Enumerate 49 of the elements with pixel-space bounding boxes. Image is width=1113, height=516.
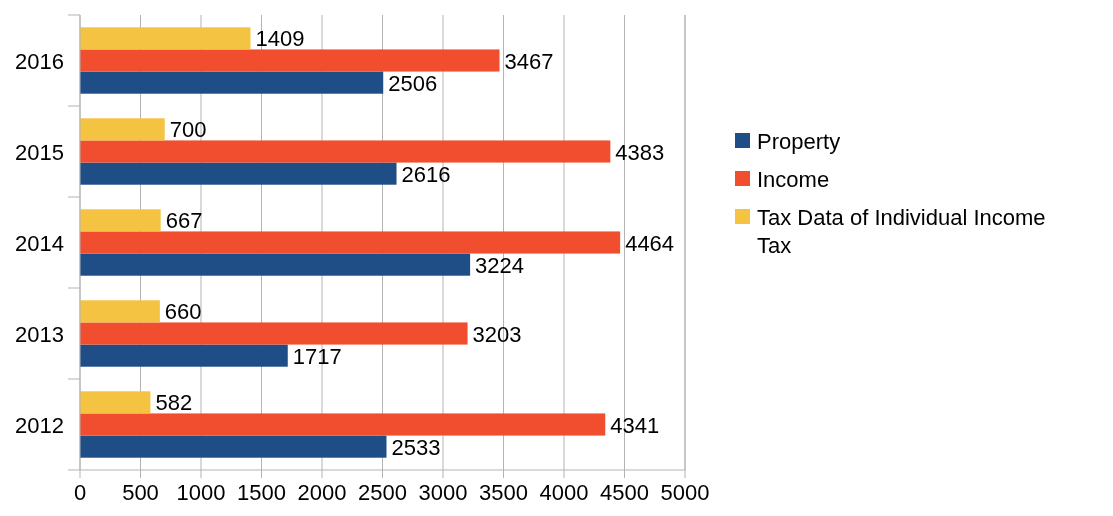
data-label: 3467 <box>504 48 554 74</box>
bar <box>80 140 611 163</box>
x-tick-label: 2000 <box>297 480 347 505</box>
data-label: 2616 <box>401 161 451 187</box>
x-tick-label: 1000 <box>176 480 226 505</box>
x-tick-label: 3000 <box>418 480 468 505</box>
bar <box>80 209 161 232</box>
legend-label: Property <box>757 129 841 154</box>
data-label: 700 <box>169 117 207 143</box>
bar <box>80 49 500 72</box>
bar <box>80 435 387 458</box>
data-label: 3224 <box>475 252 525 278</box>
bar <box>80 300 160 323</box>
data-label: 2533 <box>391 434 441 460</box>
x-tick-label: 4500 <box>600 480 649 505</box>
bar <box>80 344 288 367</box>
x-tick-label: 3500 <box>479 480 528 505</box>
legend-label: Income <box>757 167 830 192</box>
bar <box>80 322 468 345</box>
bar <box>80 27 251 50</box>
bar <box>80 118 165 141</box>
data-label: 660 <box>164 299 202 325</box>
data-label: 4341 <box>610 412 660 438</box>
bar <box>80 253 471 276</box>
data-label: 582 <box>155 390 193 416</box>
bar <box>80 162 397 185</box>
y-tick-label: 2015 <box>15 139 64 165</box>
x-tick-label: 0 <box>73 480 87 505</box>
x-tick-label: 2500 <box>358 480 407 505</box>
data-label: 3203 <box>472 321 522 347</box>
y-tick-label: 2012 <box>15 412 64 438</box>
y-tick-label: 2016 <box>15 48 64 74</box>
bar <box>80 231 621 254</box>
data-label: 1717 <box>292 343 342 369</box>
x-tick-label: 5000 <box>660 480 710 505</box>
data-label: 4383 <box>615 139 665 165</box>
y-tick-label: 2013 <box>15 321 64 347</box>
bar <box>80 413 606 436</box>
bar <box>80 71 384 94</box>
y-tick-label: 2014 <box>15 230 64 256</box>
x-tick-label: 500 <box>122 480 159 505</box>
bar <box>80 391 151 414</box>
x-tick-label: 4000 <box>539 480 589 505</box>
x-tick-label: 1500 <box>237 480 286 505</box>
legend-label: Tax Data of Individual Income Tax <box>757 205 1046 258</box>
data-label: 4464 <box>625 230 675 256</box>
data-label: 667 <box>165 208 203 234</box>
data-label: 1409 <box>255 26 305 52</box>
data-label: 2506 <box>388 70 438 96</box>
